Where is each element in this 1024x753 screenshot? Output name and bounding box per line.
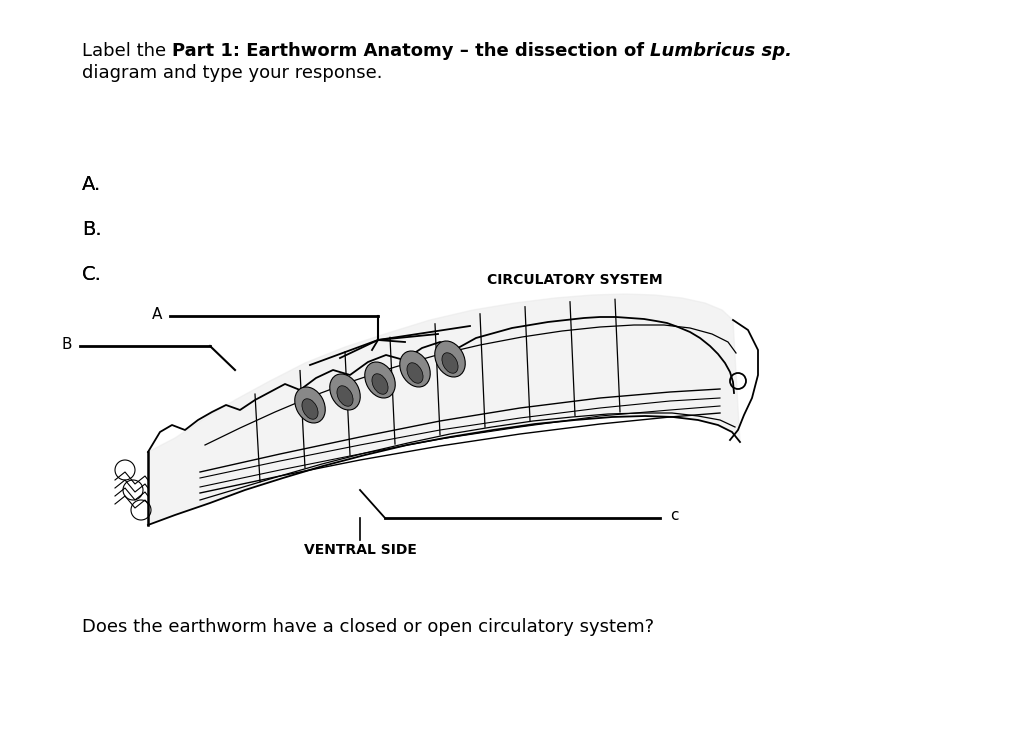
Text: B.: B. xyxy=(82,220,101,239)
Text: VENTRAL SIDE: VENTRAL SIDE xyxy=(303,543,417,557)
Text: A.: A. xyxy=(82,175,101,194)
Ellipse shape xyxy=(435,341,465,377)
Text: B.: B. xyxy=(82,220,101,239)
Text: Label the: Label the xyxy=(82,42,172,60)
Ellipse shape xyxy=(365,362,395,398)
Ellipse shape xyxy=(399,351,430,387)
Text: Part 1: Earthworm Anatomy – the dissection of: Part 1: Earthworm Anatomy – the dissecti… xyxy=(172,42,650,60)
Text: c: c xyxy=(670,508,679,523)
Text: Does the earthworm have a closed or open circulatory system?: Does the earthworm have a closed or open… xyxy=(82,618,654,636)
Text: A: A xyxy=(152,306,162,322)
Ellipse shape xyxy=(330,374,360,410)
Ellipse shape xyxy=(302,399,318,419)
Ellipse shape xyxy=(295,387,326,423)
Text: C.: C. xyxy=(82,265,101,284)
Ellipse shape xyxy=(372,373,388,395)
Polygon shape xyxy=(148,294,740,525)
Text: C.: C. xyxy=(82,265,101,284)
Text: CIRCULATORY SYSTEM: CIRCULATORY SYSTEM xyxy=(487,273,663,287)
Text: B: B xyxy=(61,337,72,352)
Ellipse shape xyxy=(337,386,353,407)
Text: diagram and type your response.: diagram and type your response. xyxy=(82,64,383,82)
Text: A.: A. xyxy=(82,175,101,194)
Text: Lumbricus sp.: Lumbricus sp. xyxy=(650,42,793,60)
Ellipse shape xyxy=(442,352,458,373)
Ellipse shape xyxy=(407,363,423,383)
